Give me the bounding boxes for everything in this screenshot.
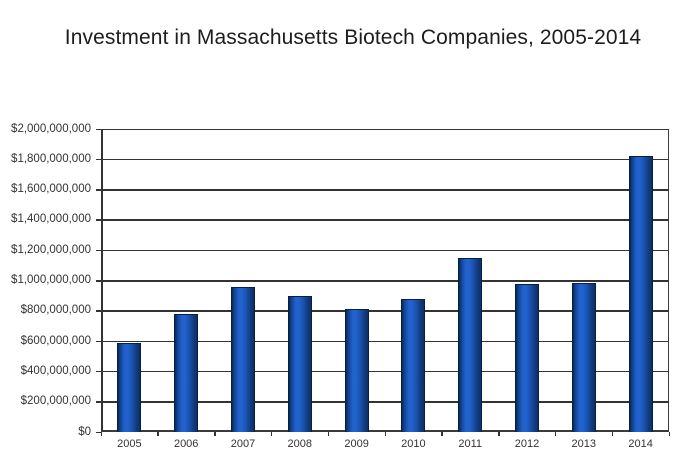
bar-2010: [401, 298, 426, 432]
bar-2013: [571, 282, 596, 432]
x-axis-label-2009: 2009: [344, 438, 369, 450]
y-tick-mark: [96, 128, 101, 130]
y-tick-mark: [96, 249, 101, 252]
y-tick-mark: [96, 189, 101, 191]
gridline-$1600000000: [101, 189, 669, 191]
y-axis-label: $1,400,000,000: [11, 213, 91, 226]
y-axis-label: $400,000,000: [20, 364, 91, 377]
x-tick-mark: [100, 432, 102, 436]
y-tick-mark: [96, 158, 101, 161]
x-tick-mark: [157, 432, 159, 436]
y-tick-mark: [96, 431, 101, 433]
y-axis-label: $1,200,000,000: [11, 243, 91, 256]
y-axis-label: $200,000,000: [20, 395, 91, 408]
x-tick-mark: [214, 432, 216, 436]
x-axis-label-2006: 2006: [173, 438, 199, 450]
y-tick-mark: [96, 401, 101, 403]
gridline-$600000000: [101, 340, 669, 343]
x-axis-label-2014: 2014: [628, 438, 653, 450]
gridline-$1800000000: [101, 158, 669, 161]
gridline-$400000000: [101, 370, 669, 373]
y-axis-label: $1,800,000,000: [11, 152, 91, 165]
y-tick-mark: [96, 340, 101, 343]
x-axis-label-2008: 2008: [287, 438, 313, 450]
x-tick-mark: [270, 432, 273, 436]
gridline-$1000000000: [101, 280, 669, 282]
bar-2009: [344, 308, 369, 432]
gridline-$1400000000: [101, 219, 669, 221]
x-axis-label-2013: 2013: [571, 438, 597, 450]
y-axis-label: $0: [78, 425, 91, 438]
gridline-$2000000000: [101, 128, 669, 130]
x-tick-mark: [554, 432, 557, 436]
bar-2006: [174, 313, 199, 432]
bar-2005: [117, 342, 142, 432]
gridline-$1200000000: [101, 249, 669, 252]
y-axis-label: $1,600,000,000: [11, 183, 91, 196]
x-tick-mark: [611, 432, 614, 436]
bar-2008: [287, 295, 312, 432]
y-axis-label: $2,000,000,000: [11, 122, 91, 135]
y-tick-mark: [96, 310, 101, 312]
bar-2007: [231, 287, 255, 432]
y-axis-label: $1,000,000,000: [11, 274, 91, 286]
bar-2012: [515, 283, 539, 432]
bar-2014: [628, 156, 653, 432]
x-tick-mark: [384, 432, 386, 436]
x-axis-label-2012: 2012: [514, 438, 540, 450]
y-tick-mark: [96, 219, 101, 221]
x-axis-label-2007: 2007: [230, 438, 256, 450]
x-tick-mark: [441, 432, 443, 436]
bar-2011: [458, 257, 483, 432]
x-axis-line: [101, 430, 669, 432]
x-tick-mark: [327, 432, 330, 436]
y-tick-mark: [96, 280, 101, 282]
x-axis-label-2010: 2010: [401, 438, 426, 450]
gridline-$800000000: [101, 310, 669, 312]
chart-title: Investment in Massachusetts Biotech Comp…: [64, 26, 642, 49]
y-axis-label: $600,000,000: [20, 334, 91, 347]
y-axis-label: $800,000,000: [20, 304, 91, 317]
plot-area: [101, 128, 669, 432]
x-tick-mark: [668, 432, 670, 436]
gridline-$200000000: [101, 401, 669, 403]
x-tick-mark: [498, 432, 500, 436]
y-tick-mark: [96, 370, 101, 373]
x-axis-label-2005: 2005: [117, 438, 142, 450]
x-axis-label-2011: 2011: [458, 438, 483, 450]
